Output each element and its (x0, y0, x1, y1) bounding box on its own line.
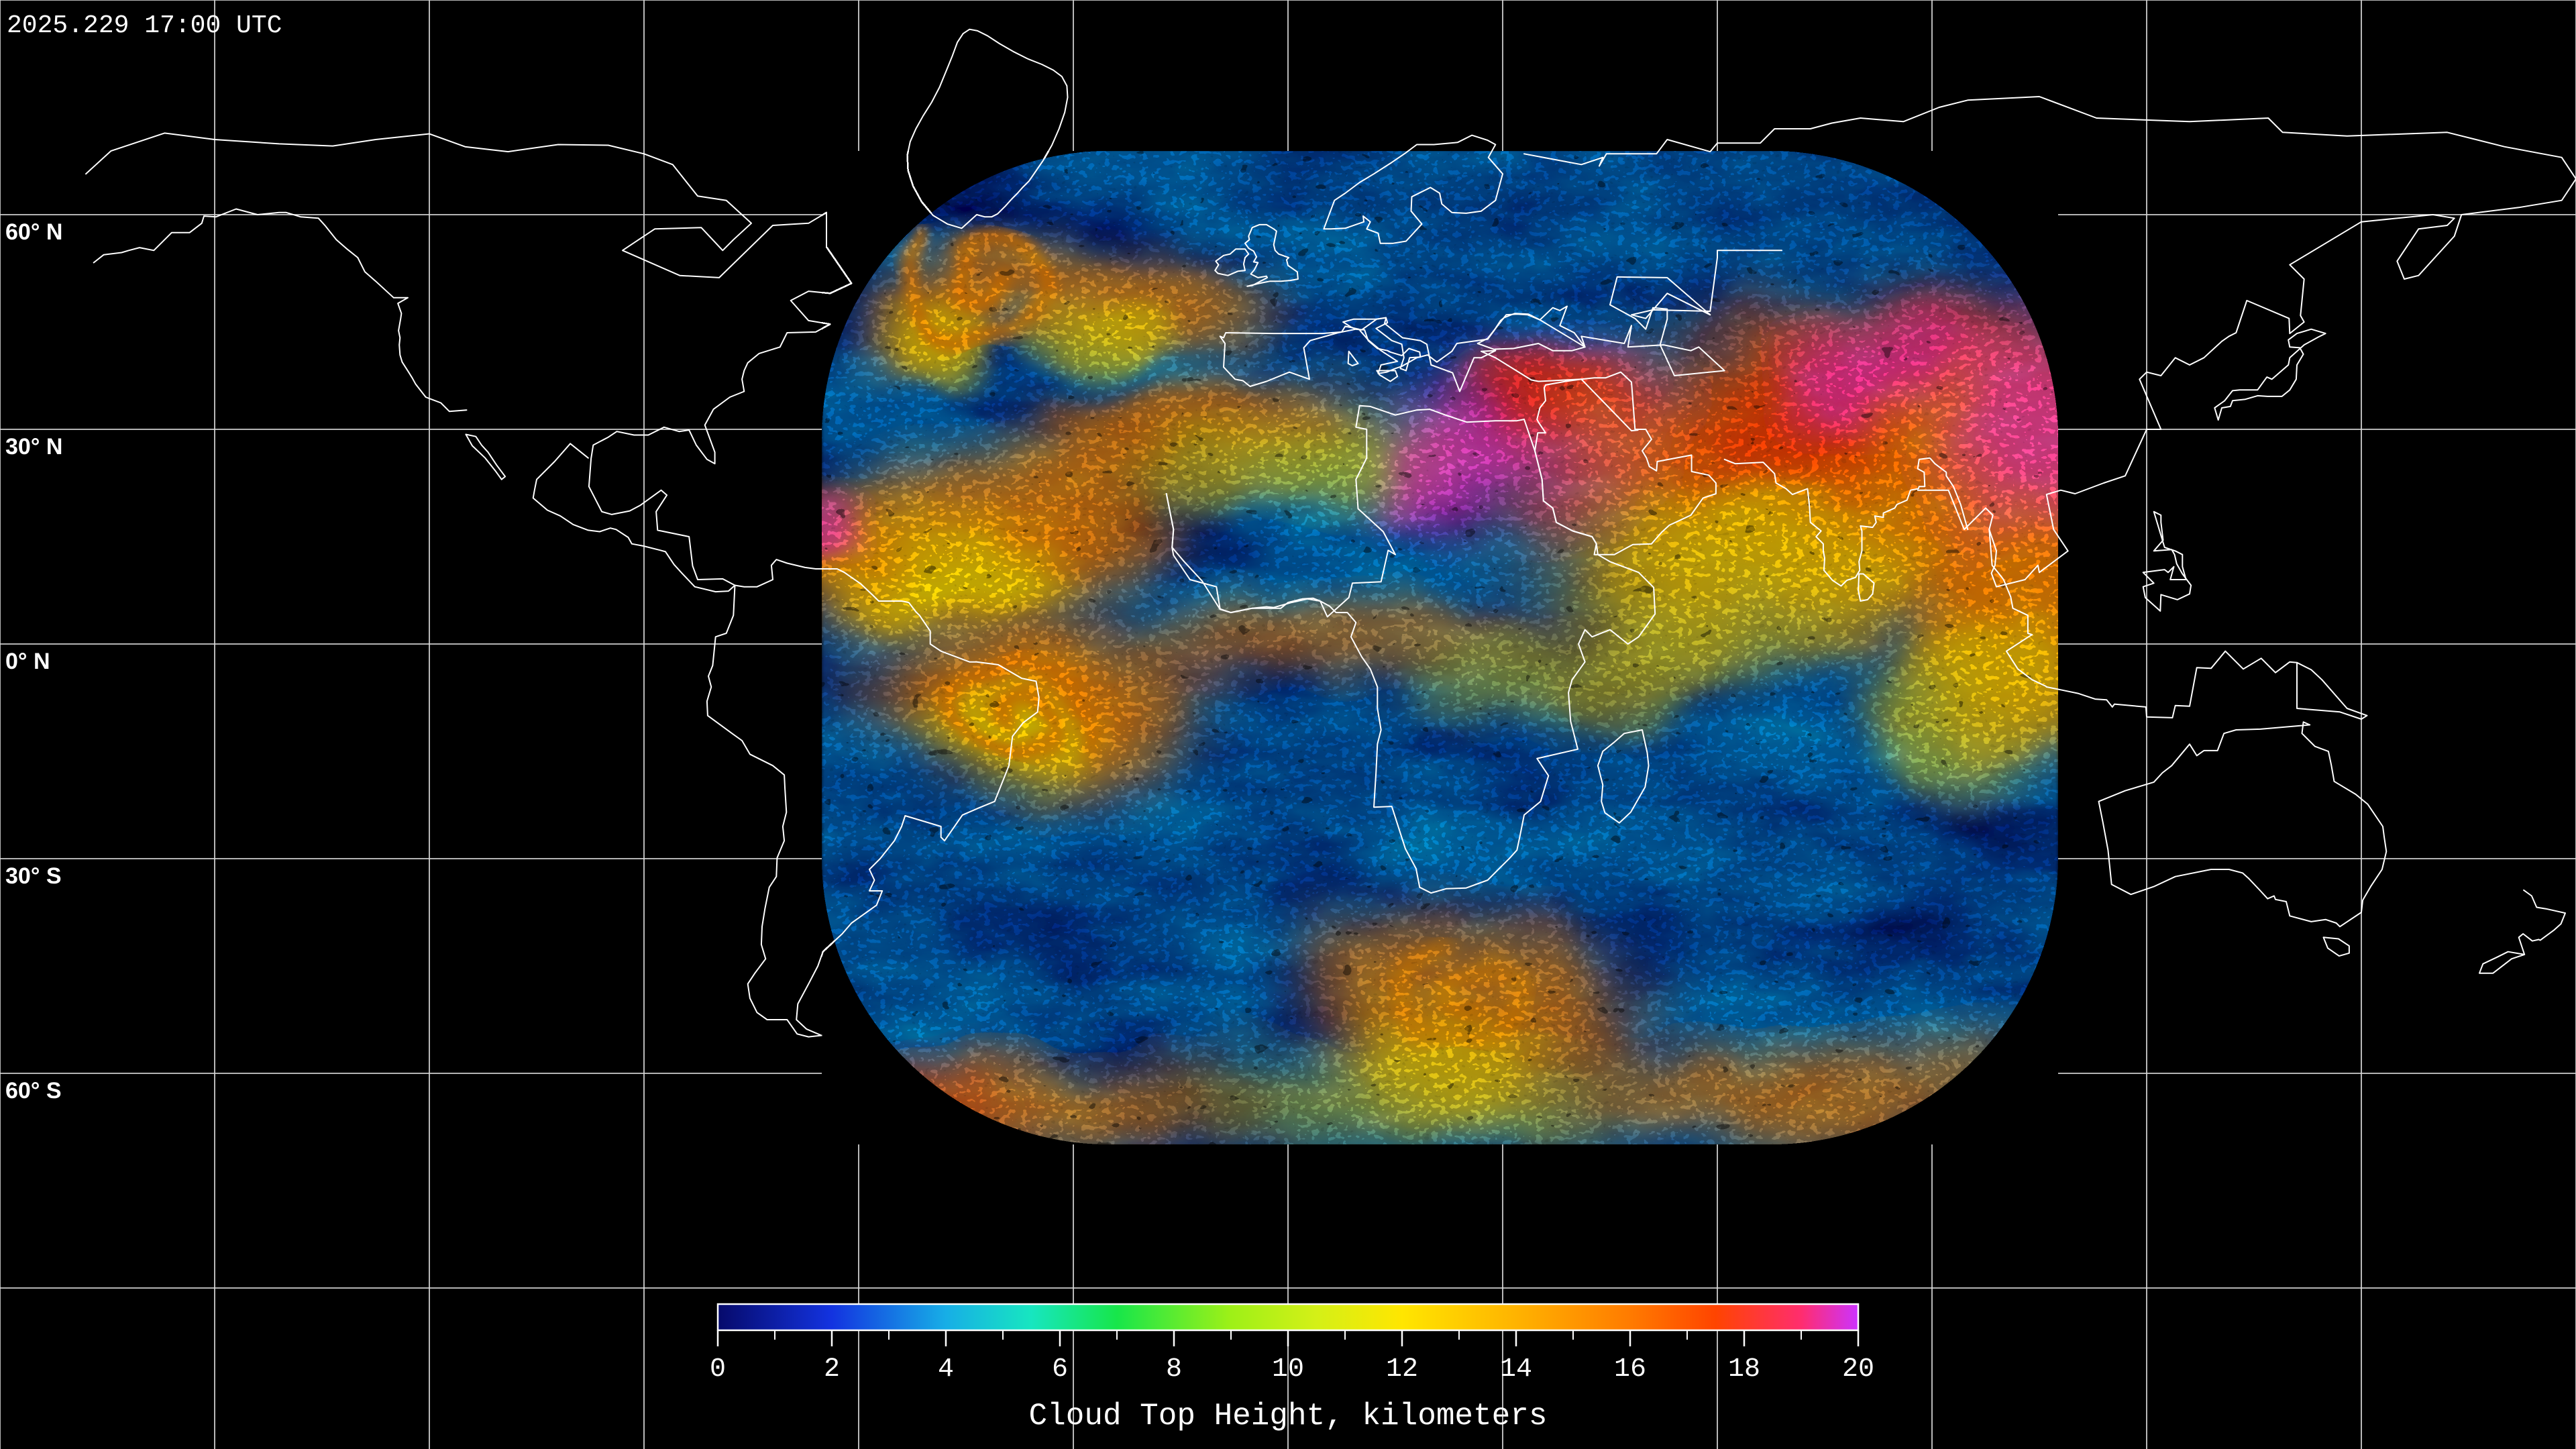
svg-text:0: 0 (710, 1354, 726, 1385)
svg-text:6: 6 (1052, 1354, 1068, 1385)
svg-text:16: 16 (1614, 1354, 1646, 1385)
svg-text:Cloud Top Height, kilometers: Cloud Top Height, kilometers (1029, 1399, 1548, 1434)
svg-text:30° N: 30° N (5, 434, 62, 460)
svg-text:30° S: 30° S (5, 863, 62, 889)
svg-text:2: 2 (824, 1354, 840, 1385)
svg-text:18: 18 (1728, 1354, 1760, 1385)
svg-text:20: 20 (1842, 1354, 1874, 1385)
svg-text:0° N: 0° N (5, 649, 50, 674)
svg-text:10: 10 (1272, 1354, 1304, 1385)
svg-text:4: 4 (938, 1354, 954, 1385)
svg-text:8: 8 (1166, 1354, 1182, 1385)
svg-text:12: 12 (1386, 1354, 1418, 1385)
svg-text:60° N: 60° N (5, 219, 62, 245)
svg-text:60° S: 60° S (5, 1078, 62, 1104)
svg-text:14: 14 (1500, 1354, 1532, 1385)
svg-text:2025.229 17:00 UTC: 2025.229 17:00 UTC (7, 11, 282, 40)
